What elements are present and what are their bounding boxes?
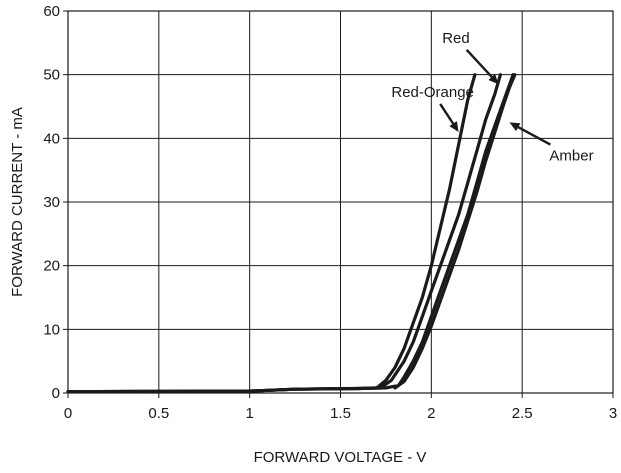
annotation-amber-arrowhead <box>509 122 521 132</box>
y-axis-title: FORWARD CURRENT - mA <box>9 107 26 297</box>
x-tick-label: 1 <box>245 405 253 422</box>
annotation-red-label: Red <box>442 30 470 47</box>
series-lines <box>66 73 517 394</box>
y-tick-label: 10 <box>43 321 60 338</box>
annotation-amber-arrow <box>517 126 551 146</box>
x-tick-label: 0 <box>64 405 72 422</box>
x-tick-label: 2 <box>427 405 435 422</box>
series-amber-line <box>66 73 515 394</box>
x-tick-label: 1.5 <box>330 405 351 422</box>
annotation-amber-label: Amber <box>549 148 593 165</box>
y-tick-label: 30 <box>43 194 60 211</box>
annotations: Red-Orange Red Amber <box>391 30 593 165</box>
y-tick-label: 20 <box>43 258 60 275</box>
x-tick-label: 2.5 <box>512 405 533 422</box>
annotation-red-arrowhead <box>488 73 499 85</box>
annotation-red-orange-arrow <box>439 103 455 125</box>
y-tick-label: 50 <box>43 67 60 84</box>
series-red-line <box>66 73 502 394</box>
annotation-red-orange-label: Red-Orange <box>391 84 474 101</box>
plot-frame <box>67 10 614 394</box>
grid <box>63 10 614 398</box>
annotation-red-orange-arrowhead <box>449 121 459 132</box>
y-tick-labels: 0 10 20 30 40 50 60 <box>43 3 60 402</box>
y-tick-label: 0 <box>52 385 60 402</box>
annotation-red-arrow <box>465 49 493 78</box>
y-tick-label: 60 <box>43 3 60 20</box>
y-tick-label: 40 <box>43 130 60 147</box>
series-amber-line <box>393 73 517 390</box>
x-axis-title: FORWARD VOLTAGE - V <box>254 449 427 466</box>
x-tick-labels: 0 0.5 1 1.5 2 2.5 3 <box>64 405 617 422</box>
x-tick-label: 0.5 <box>148 405 169 422</box>
x-tick-label: 3 <box>609 405 617 422</box>
